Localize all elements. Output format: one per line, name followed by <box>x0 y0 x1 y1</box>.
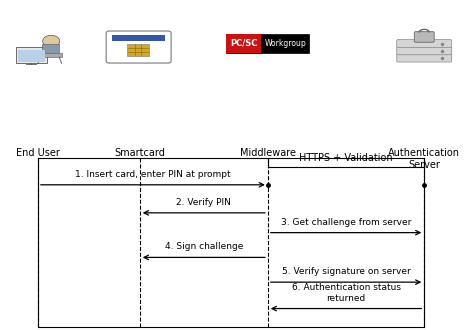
FancyBboxPatch shape <box>397 40 452 48</box>
Text: Workgroup: Workgroup <box>264 39 306 48</box>
Text: HTTPS + Validation: HTTPS + Validation <box>299 153 393 163</box>
FancyBboxPatch shape <box>226 34 309 53</box>
FancyBboxPatch shape <box>397 54 452 62</box>
FancyBboxPatch shape <box>414 32 434 42</box>
FancyBboxPatch shape <box>106 31 171 63</box>
FancyBboxPatch shape <box>112 35 165 41</box>
Text: 6. Authentication status
returned: 6. Authentication status returned <box>292 283 401 303</box>
Text: Middleware: Middleware <box>240 148 296 158</box>
FancyBboxPatch shape <box>37 53 62 57</box>
Text: End User: End User <box>16 148 60 158</box>
FancyBboxPatch shape <box>42 44 59 55</box>
Text: 2. Verify PIN: 2. Verify PIN <box>176 198 231 207</box>
Text: 1. Insert card, enter PIN at prompt: 1. Insert card, enter PIN at prompt <box>75 170 231 179</box>
FancyBboxPatch shape <box>226 34 261 53</box>
Text: Smartcard: Smartcard <box>114 148 165 158</box>
Text: PC/SC: PC/SC <box>230 39 257 48</box>
FancyBboxPatch shape <box>16 47 47 63</box>
FancyBboxPatch shape <box>397 47 452 55</box>
Text: Authentication
Server: Authentication Server <box>388 148 460 170</box>
FancyBboxPatch shape <box>18 50 45 62</box>
Text: 3. Get challenge from server: 3. Get challenge from server <box>281 218 411 227</box>
Text: 4. Sign challenge: 4. Sign challenge <box>164 243 243 251</box>
Circle shape <box>43 35 60 47</box>
Text: 5. Verify signature on server: 5. Verify signature on server <box>282 267 410 276</box>
FancyBboxPatch shape <box>127 44 149 56</box>
